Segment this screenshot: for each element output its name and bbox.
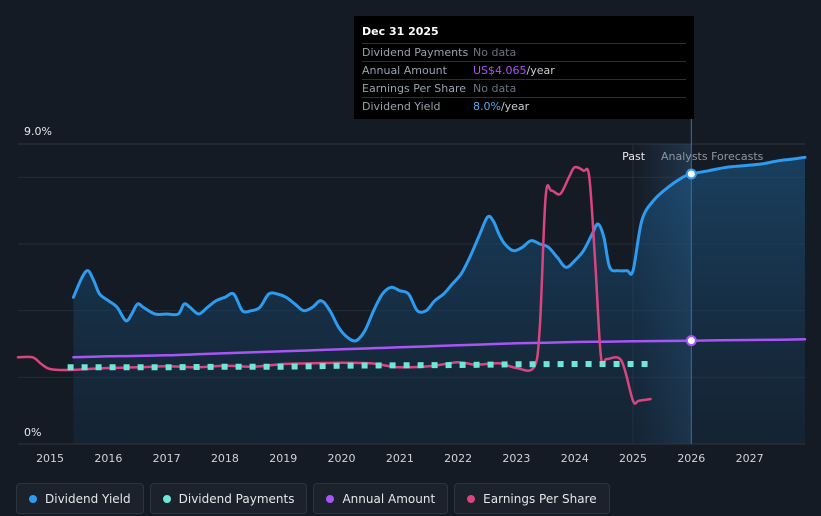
tooltip-row: Dividend Yield 8.0%/year [362,98,686,115]
legend-item-annual-amount[interactable]: Annual Amount [313,483,449,514]
series-markers [685,168,697,347]
tooltip-value-main: No data [473,82,517,95]
legend-item-dividend-yield[interactable]: Dividend Yield [16,483,144,514]
legend-item-dividend-payments[interactable]: Dividend Payments [149,483,308,514]
y-axis-bottom-label: 0% [24,426,41,439]
tooltip-value: 8.0%/year [473,100,529,113]
x-tick-label: 2025 [619,452,647,465]
tooltip-value-main: No data [473,46,517,59]
x-tick-label: 2027 [736,452,764,465]
tooltip-label: Annual Amount [362,64,447,77]
x-tick-label: 2015 [36,452,64,465]
x-tick-label: 2017 [153,452,181,465]
tooltip-row: Earnings Per Share No data [362,80,686,98]
tooltip-label: Earnings Per Share [362,82,467,95]
tooltip-value: US$4.065/year [473,64,555,77]
x-tick-label: 2022 [444,452,472,465]
tooltip-value-main: 8.0% [473,100,501,113]
tooltip-row: Dividend Payments No data [362,44,686,62]
legend-dot-icon [162,494,171,503]
tooltip-label: Dividend Yield [362,100,441,113]
tooltip-date: Dec 31 2025 [362,22,686,44]
forecast-label: Analysts Forecasts [661,150,764,163]
chart-legend: Dividend Yield Dividend Payments Annual … [16,483,610,515]
dividend-yield-line [71,155,807,343]
legend-label: Dividend Payments [178,491,295,506]
legend-label: Dividend Yield [45,491,131,506]
legend-item-earnings-per-share[interactable]: Earnings Per Share [454,483,610,514]
legend-dot-icon [29,494,37,503]
tooltip-value-suffix: /year [526,64,555,77]
x-tick-label: 2018 [211,452,239,465]
tooltip-row: Annual Amount US$4.065/year [362,62,686,80]
x-tick-label: 2019 [269,452,297,465]
past-label: Past [622,150,646,163]
x-tick-label: 2016 [94,452,122,465]
series-layer [16,155,807,445]
tooltip-value: No data [473,46,516,59]
annual-amount-marker [685,335,697,347]
legend-dot-icon [326,494,335,503]
x-tick-label: 2026 [677,452,705,465]
x-tick-label: 2024 [561,452,589,465]
x-tick-label: 2020 [328,452,356,465]
tooltip-value-main: US$4.065 [473,64,527,77]
dividend-yield-area [73,157,805,445]
tooltip-panel: Dec 31 2025 Dividend Payments No data An… [354,16,694,119]
tooltip-value: No data [473,82,516,95]
dividend-yield-marker [685,168,697,180]
x-tick-label: 2021 [386,452,414,465]
x-tick-label: 2023 [502,452,530,465]
y-axis-top-label: 9.0% [24,125,52,138]
legend-dot-icon [467,494,476,503]
tooltip-value-suffix: /year [500,100,530,113]
legend-label: Annual Amount [342,491,436,506]
tooltip-label: Dividend Payments [362,46,469,59]
legend-label: Earnings Per Share [483,491,597,506]
x-axis: 2015 2016 2017 2018 2019 2020 2021 2022 2023 2024… [36,452,764,465]
